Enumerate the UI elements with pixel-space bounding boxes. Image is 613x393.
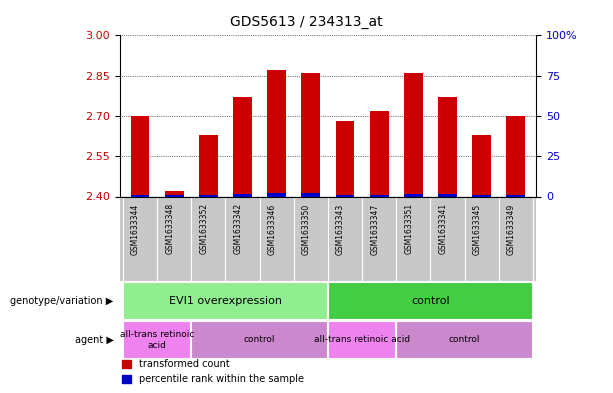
Bar xyxy=(438,195,457,196)
Text: all-trans retinoic acid: all-trans retinoic acid xyxy=(314,336,410,344)
Bar xyxy=(404,73,423,196)
FancyBboxPatch shape xyxy=(328,321,396,359)
Bar xyxy=(336,121,354,196)
Bar xyxy=(472,195,491,196)
Bar xyxy=(199,195,218,196)
FancyBboxPatch shape xyxy=(328,282,533,320)
Bar xyxy=(131,116,150,196)
Bar xyxy=(506,195,525,196)
Bar xyxy=(165,191,184,196)
Text: GSM1633347: GSM1633347 xyxy=(370,203,379,255)
Text: control: control xyxy=(411,296,450,306)
FancyBboxPatch shape xyxy=(191,321,328,359)
Text: GSM1633349: GSM1633349 xyxy=(507,203,516,255)
Text: GSM1633352: GSM1633352 xyxy=(199,203,208,254)
Text: GSM1633341: GSM1633341 xyxy=(438,203,447,254)
Text: GSM1633345: GSM1633345 xyxy=(473,203,482,255)
Text: control: control xyxy=(449,336,481,344)
Bar xyxy=(267,70,286,196)
Bar xyxy=(267,193,286,196)
Bar xyxy=(233,97,252,196)
Bar xyxy=(472,135,491,196)
Text: GSM1633346: GSM1633346 xyxy=(268,203,276,255)
Text: GSM1633344: GSM1633344 xyxy=(131,203,140,255)
Bar xyxy=(370,195,389,196)
FancyBboxPatch shape xyxy=(396,321,533,359)
Text: GSM1633351: GSM1633351 xyxy=(405,203,413,254)
Bar xyxy=(370,110,389,196)
Text: control: control xyxy=(244,336,275,344)
Bar xyxy=(302,73,320,196)
Bar xyxy=(302,193,320,196)
Bar xyxy=(165,195,184,196)
Bar xyxy=(404,194,423,196)
Text: agent ▶: agent ▶ xyxy=(75,335,113,345)
Bar xyxy=(438,97,457,196)
FancyBboxPatch shape xyxy=(123,321,191,359)
Text: all-trans retinoic
acid: all-trans retinoic acid xyxy=(120,330,194,350)
Text: GSM1633343: GSM1633343 xyxy=(336,203,345,255)
Bar xyxy=(336,195,354,196)
Legend: transformed count, percentile rank within the sample: transformed count, percentile rank withi… xyxy=(118,356,308,388)
Bar xyxy=(199,135,218,196)
Text: genotype/variation ▶: genotype/variation ▶ xyxy=(10,296,113,306)
Text: GSM1633342: GSM1633342 xyxy=(234,203,243,254)
Bar xyxy=(131,195,150,196)
Text: EVI1 overexpression: EVI1 overexpression xyxy=(169,296,282,306)
Text: GSM1633350: GSM1633350 xyxy=(302,203,311,255)
Bar xyxy=(233,195,252,196)
FancyBboxPatch shape xyxy=(123,282,328,320)
Text: GSM1633348: GSM1633348 xyxy=(165,203,174,254)
Bar xyxy=(506,116,525,196)
Text: GDS5613 / 234313_at: GDS5613 / 234313_at xyxy=(230,15,383,29)
